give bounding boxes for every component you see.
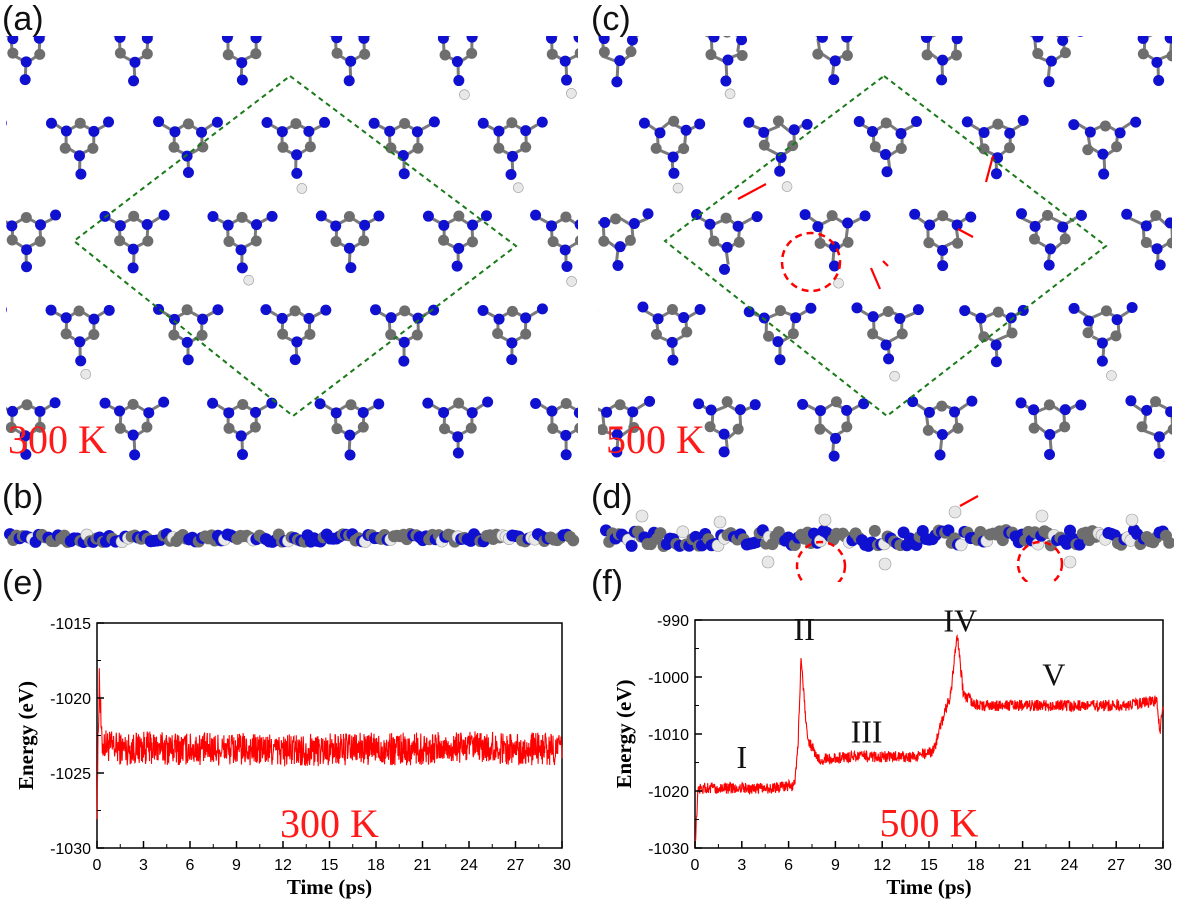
chart-e-xtick-label: 6 (186, 857, 195, 874)
chart-f-ytick-label: -1000 (648, 670, 689, 687)
lattice-side-view-300K (4, 510, 580, 566)
chart-f-ytick-label: -1010 (648, 727, 689, 744)
chart-f-temperature-annotation: 500 K (880, 801, 979, 846)
chart-f-stage-label: I (736, 739, 747, 775)
lattice-side-view-500K (600, 492, 1174, 582)
chart-f-xtick-label: 3 (737, 857, 746, 874)
chart-e-xtick-label: 0 (93, 857, 102, 874)
chart-e-xtick-label: 30 (553, 857, 571, 874)
chart-f-xtick-label: 0 (691, 857, 700, 874)
chart-e-xtick-label: 15 (321, 857, 339, 874)
chart-f-ytick-label: -990 (657, 613, 689, 630)
chart-f-xtick-label: 21 (1014, 857, 1032, 874)
chart-f-plot-frame (694, 619, 1164, 849)
chart-e-xtick-label: 9 (232, 857, 241, 874)
temperature-label-a: 300 K (8, 417, 107, 462)
chart-f-stage-label: III (851, 714, 883, 750)
chart-f-ytick-label: -1020 (648, 784, 689, 801)
chart-f-xtick-label: 27 (1107, 857, 1125, 874)
chart-f-xtick-label: 24 (1061, 857, 1079, 874)
chart-f-xtick-label: 18 (967, 857, 985, 874)
panel-label-b: (b) (2, 478, 44, 516)
side-500K-canvas (600, 495, 1174, 582)
panel-label-e: (e) (2, 564, 44, 602)
chart-e-ytick-label: -1025 (50, 766, 91, 783)
lattice-500K-canvas (598, 36, 1172, 462)
chart-f-xtick-label: 30 (1154, 857, 1172, 874)
panel-label-d: (d) (591, 478, 633, 516)
chart-f-stage-label: II (794, 611, 815, 647)
lattice-top-view-300K (6, 36, 578, 462)
chart-e-xtick-label: 27 (507, 857, 525, 874)
panel-label-c: (c) (591, 0, 631, 38)
chart-e-xtick-label: 12 (274, 857, 292, 874)
chart-e-xtick-label: 18 (367, 857, 385, 874)
chart-f-ytick-label: -1030 (648, 841, 689, 858)
chart-e-ylabel: Energy (eV) (14, 681, 38, 790)
lattice-300K-canvas (6, 36, 578, 462)
chart-e-xlabel: Time (ps) (287, 875, 372, 899)
side-300K-canvas (4, 528, 580, 549)
chart-e-xtick-label: 21 (414, 857, 432, 874)
chart-f-stage-label: IV (943, 602, 977, 638)
chart-f-xtick-label: 15 (920, 857, 938, 874)
chart-e-series-energy (96, 668, 563, 820)
chart-f-xtick-label: 9 (831, 857, 840, 874)
chart-e-temperature-annotation: 300 K (280, 801, 379, 846)
chart-f-stage-label: V (1042, 657, 1065, 693)
chart-e-plot-frame (96, 622, 563, 849)
chart-e-xtick-label: 24 (460, 857, 478, 874)
chart-e-xtick-label: 3 (139, 857, 148, 874)
chart-e-ytick-label: -1015 (50, 616, 91, 633)
lattice-top-view-500K (598, 36, 1172, 462)
chart-e-ytick-label: -1020 (50, 691, 91, 708)
panel-label-f: (f) (591, 564, 624, 602)
chart-f-ylabel: Energy (eV) (612, 679, 636, 788)
chart-f-xlabel: Time (ps) (886, 875, 971, 899)
chart-e-ytick-label: -1030 (50, 841, 91, 858)
chart-f-series-energy (694, 633, 1164, 849)
temperature-label-c: 500 K (606, 417, 705, 462)
panel-label-a: (a) (2, 0, 44, 38)
chart-f-xtick-label: 12 (873, 857, 891, 874)
chart-f-xtick-label: 6 (784, 857, 793, 874)
